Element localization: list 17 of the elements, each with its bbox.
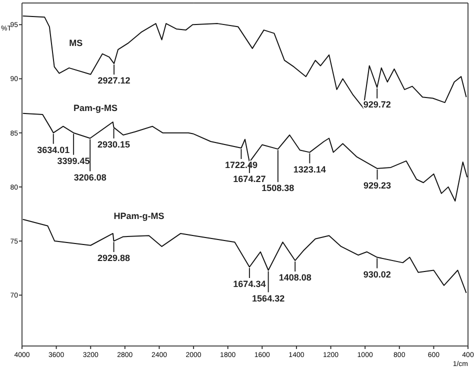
annotation: 3206.08 — [74, 172, 106, 182]
series-label: HPam-g-MS — [114, 211, 164, 222]
annotation: 2929.88 — [98, 253, 130, 264]
annotation: 2927.12 — [98, 76, 130, 86]
annotation: 1674.27 — [233, 174, 266, 184]
annotation: 2930.15 — [98, 139, 130, 150]
annotation: 930.02 — [363, 269, 391, 280]
series-label: MS — [69, 38, 83, 48]
annotation: 1323.14 — [293, 164, 326, 174]
annotation: 1508.38 — [262, 183, 294, 194]
series-label: Pam-g-MS — [74, 102, 118, 113]
annotation: 1674.34 — [233, 279, 266, 290]
annotation: 1408.08 — [278, 272, 312, 283]
annotation: 3399.45 — [57, 156, 90, 166]
annotation: 1564.32 — [252, 293, 285, 304]
annotation: 3634.01 — [37, 144, 70, 155]
annotation: 929.23 — [363, 180, 392, 191]
